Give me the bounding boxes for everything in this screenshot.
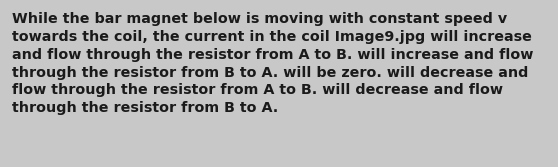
Text: While the bar magnet below is moving with constant speed v
towards the coil, the: While the bar magnet below is moving wit… xyxy=(12,12,533,115)
